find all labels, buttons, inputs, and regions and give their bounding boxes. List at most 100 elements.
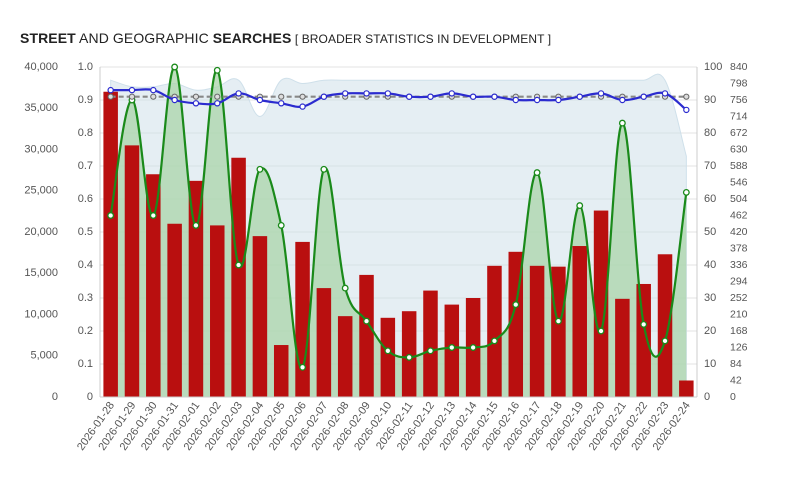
y-tick-label: 20,000 bbox=[24, 226, 58, 238]
blue-point bbox=[363, 90, 370, 97]
title-part-searches: SEARCHES bbox=[212, 30, 292, 46]
blue-point bbox=[597, 90, 605, 97]
y-tick-label: 100 bbox=[704, 61, 722, 73]
blue-point bbox=[278, 100, 285, 107]
bar bbox=[167, 223, 182, 397]
blue-point bbox=[533, 96, 541, 104]
green-point bbox=[576, 202, 584, 210]
green-point bbox=[661, 337, 669, 345]
blue-point bbox=[491, 93, 498, 100]
y-tick-label: 5,000 bbox=[30, 350, 58, 362]
blue-point bbox=[555, 96, 562, 104]
bar bbox=[572, 246, 587, 397]
blue-point bbox=[427, 93, 434, 100]
bar bbox=[423, 290, 438, 397]
blue-point bbox=[256, 96, 264, 104]
y-tick-label: 40,000 bbox=[24, 61, 58, 73]
bar bbox=[210, 225, 225, 397]
y-tick-label: 546 bbox=[730, 176, 748, 188]
gray-point bbox=[214, 93, 221, 100]
bar bbox=[593, 210, 609, 397]
y-tick-label: 588 bbox=[730, 160, 748, 172]
bar bbox=[657, 254, 673, 397]
green-point bbox=[341, 284, 349, 292]
gray-point bbox=[683, 93, 690, 100]
bar bbox=[529, 265, 545, 397]
title-part-street: STREET bbox=[20, 30, 76, 46]
y-tick-label: 672 bbox=[730, 127, 748, 139]
bar bbox=[316, 288, 332, 397]
green-point bbox=[533, 169, 541, 177]
blue-point bbox=[384, 90, 392, 97]
green-point bbox=[448, 344, 456, 351]
y-tick-label: 35,000 bbox=[24, 102, 58, 114]
gray-point bbox=[107, 93, 114, 100]
bar bbox=[551, 266, 566, 397]
y-tick-label: 0.8 bbox=[78, 127, 93, 139]
blue-point bbox=[448, 90, 456, 97]
green-point bbox=[640, 320, 648, 328]
y-tick-label: 70 bbox=[704, 160, 716, 172]
blue-point bbox=[235, 90, 242, 97]
bar bbox=[273, 345, 289, 397]
gray-point bbox=[278, 93, 285, 100]
y-tick-label: 336 bbox=[730, 259, 748, 271]
y-tick-label: 126 bbox=[730, 341, 748, 353]
blue-point bbox=[405, 93, 413, 100]
blue-point bbox=[640, 93, 647, 100]
blue-point bbox=[171, 96, 178, 104]
y-tick-label: 798 bbox=[730, 77, 748, 89]
y-tick-label: 378 bbox=[730, 242, 748, 254]
y-tick-label: 30,000 bbox=[24, 143, 58, 155]
y-tick-label: 714 bbox=[730, 110, 748, 122]
bar bbox=[146, 174, 161, 397]
bar bbox=[380, 317, 396, 397]
green-point bbox=[320, 165, 328, 173]
y-tick-label: 0.6 bbox=[78, 193, 93, 205]
blue-point bbox=[341, 90, 349, 97]
y-tick-label: 0.5 bbox=[78, 226, 93, 238]
y-tick-label: 40 bbox=[704, 259, 716, 271]
y-tick-label: 210 bbox=[730, 308, 748, 320]
y-tick-label: 30 bbox=[704, 292, 716, 304]
y-tick-label: 90 bbox=[704, 94, 716, 106]
gray-point bbox=[150, 93, 157, 100]
green-point bbox=[682, 188, 690, 196]
title-part-geographic: AND GEOGRAPHIC bbox=[75, 30, 213, 46]
blue-point bbox=[469, 93, 477, 100]
y-tick-label: 0 bbox=[87, 391, 93, 403]
y-tick-label: 0 bbox=[730, 391, 736, 403]
y-tick-label: 462 bbox=[730, 209, 748, 221]
bar bbox=[231, 157, 246, 397]
bar bbox=[295, 241, 310, 397]
y-tick-label: 84 bbox=[730, 358, 742, 370]
green-point bbox=[299, 363, 307, 371]
blue-point bbox=[619, 96, 626, 104]
green-point bbox=[597, 327, 605, 335]
y-tick-label: 80 bbox=[704, 127, 716, 139]
green-point bbox=[469, 344, 477, 351]
y-tick-label: 20 bbox=[704, 325, 716, 337]
green-point bbox=[149, 212, 157, 219]
y-tick-label: 504 bbox=[730, 193, 748, 205]
green-point bbox=[384, 347, 392, 355]
bar bbox=[103, 91, 118, 397]
blue-line bbox=[110, 88, 688, 111]
y-tick-label: 630 bbox=[730, 143, 748, 155]
blue-point bbox=[320, 93, 328, 100]
y-tick-label: 50 bbox=[704, 226, 716, 238]
green-point bbox=[405, 353, 413, 361]
y-tick-label: 10,000 bbox=[24, 308, 58, 320]
green-point bbox=[277, 221, 285, 229]
y-tick-label: 0.1 bbox=[78, 358, 93, 370]
green-point bbox=[512, 301, 520, 309]
gray-point bbox=[299, 93, 306, 100]
green-point bbox=[107, 212, 115, 219]
green-point bbox=[427, 347, 434, 355]
title-part-note: [ BROADER STATISTICS IN DEVELOPMENT ] bbox=[291, 32, 552, 46]
green-point bbox=[554, 317, 562, 325]
blue-point bbox=[128, 86, 136, 94]
green-point bbox=[213, 66, 221, 74]
